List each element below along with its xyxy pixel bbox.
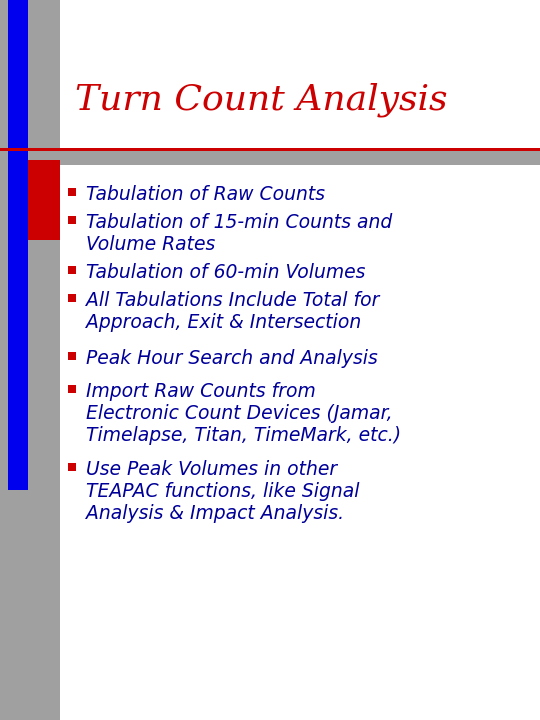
Bar xyxy=(60,0,540,148)
Bar xyxy=(68,463,76,471)
Text: Peak Hour Search and Analysis: Peak Hour Search and Analysis xyxy=(86,349,378,368)
Bar xyxy=(8,490,20,620)
Bar xyxy=(68,266,76,274)
Text: Import Raw Counts from
Electronic Count Devices (Jamar,
Timelapse, Titan, TimeMa: Import Raw Counts from Electronic Count … xyxy=(86,382,401,445)
Bar xyxy=(8,0,28,490)
Text: Use Peak Volumes in other
TEAPAC functions, like Signal
Analysis & Impact Analys: Use Peak Volumes in other TEAPAC functio… xyxy=(86,460,360,523)
Bar xyxy=(60,151,540,165)
Text: All Tabulations Include Total for
Approach, Exit & Intersection: All Tabulations Include Total for Approa… xyxy=(86,291,380,332)
Bar xyxy=(68,352,76,360)
Bar xyxy=(68,188,76,196)
Bar xyxy=(68,294,76,302)
Text: Tabulation of 60-min Volumes: Tabulation of 60-min Volumes xyxy=(86,263,366,282)
Text: Tabulation of 15-min Counts and
Volume Rates: Tabulation of 15-min Counts and Volume R… xyxy=(86,213,392,254)
Bar xyxy=(68,216,76,224)
Bar xyxy=(0,0,60,720)
Text: Tabulation of Raw Counts: Tabulation of Raw Counts xyxy=(86,185,325,204)
Bar xyxy=(0,148,540,151)
Bar xyxy=(68,385,76,393)
Bar xyxy=(28,160,60,240)
Text: Turn Count Analysis: Turn Count Analysis xyxy=(75,83,448,117)
